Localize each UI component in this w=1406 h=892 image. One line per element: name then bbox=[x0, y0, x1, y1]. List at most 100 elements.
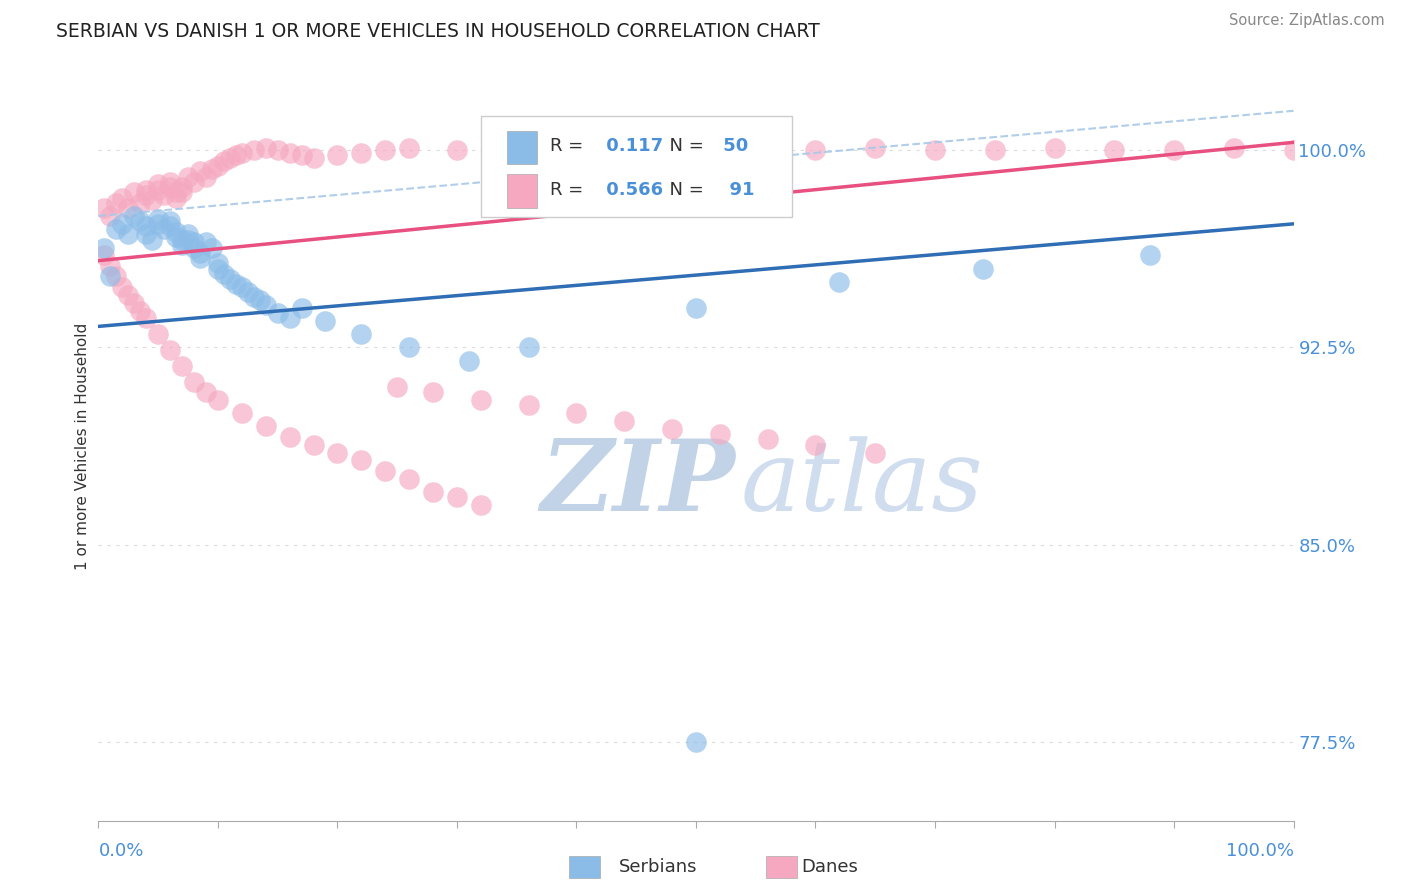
Point bbox=[124, 186, 146, 200]
Point bbox=[124, 295, 146, 310]
Point bbox=[93, 248, 115, 262]
Point bbox=[111, 190, 134, 204]
Point bbox=[924, 143, 946, 157]
Point bbox=[278, 430, 301, 444]
Point bbox=[278, 145, 301, 160]
Point bbox=[984, 143, 1007, 157]
Point bbox=[177, 227, 200, 242]
Point bbox=[183, 235, 205, 250]
Point bbox=[1163, 143, 1185, 157]
Point bbox=[141, 233, 163, 247]
Text: Danes: Danes bbox=[801, 858, 858, 876]
Point bbox=[685, 735, 707, 749]
Point bbox=[98, 269, 122, 284]
Point bbox=[231, 280, 253, 294]
Point bbox=[1104, 143, 1126, 157]
Point bbox=[135, 227, 157, 242]
Point bbox=[385, 380, 409, 394]
Point bbox=[865, 140, 887, 154]
Point bbox=[129, 214, 152, 228]
Text: 50: 50 bbox=[717, 137, 749, 155]
Point bbox=[93, 240, 115, 254]
Point bbox=[249, 293, 271, 307]
Point bbox=[195, 385, 218, 400]
Point bbox=[207, 392, 229, 407]
Point bbox=[207, 256, 229, 270]
FancyBboxPatch shape bbox=[481, 116, 792, 218]
Point bbox=[183, 175, 205, 189]
Point bbox=[422, 485, 444, 500]
Point bbox=[153, 188, 176, 202]
Point bbox=[398, 472, 420, 486]
Point bbox=[159, 219, 181, 234]
Point bbox=[183, 240, 205, 254]
Point bbox=[1282, 143, 1305, 157]
Point bbox=[172, 238, 194, 252]
Point bbox=[350, 453, 373, 467]
Point bbox=[165, 190, 187, 204]
Point bbox=[302, 151, 325, 165]
Point bbox=[243, 290, 266, 304]
Point bbox=[709, 427, 731, 442]
Text: atlas: atlas bbox=[740, 436, 983, 531]
Point bbox=[207, 159, 229, 173]
Text: N =: N = bbox=[658, 137, 709, 155]
Point bbox=[804, 143, 827, 157]
Point bbox=[446, 143, 468, 157]
Point bbox=[446, 490, 468, 504]
Point bbox=[685, 143, 707, 157]
Point bbox=[374, 464, 396, 478]
Point bbox=[159, 180, 181, 194]
Text: Serbians: Serbians bbox=[619, 858, 697, 876]
Text: 0.566: 0.566 bbox=[600, 180, 664, 199]
Point bbox=[398, 140, 420, 154]
Point bbox=[172, 233, 194, 247]
Point bbox=[254, 419, 277, 434]
Point bbox=[565, 406, 588, 420]
Text: 91: 91 bbox=[717, 180, 755, 199]
Text: Source: ZipAtlas.com: Source: ZipAtlas.com bbox=[1229, 13, 1385, 29]
Point bbox=[350, 327, 373, 342]
Point bbox=[148, 178, 170, 192]
Point bbox=[350, 145, 373, 160]
Point bbox=[326, 148, 349, 162]
Point bbox=[243, 143, 266, 157]
Point bbox=[225, 277, 247, 292]
Point bbox=[626, 140, 648, 154]
Point bbox=[93, 201, 115, 215]
Y-axis label: 1 or more Vehicles in Household: 1 or more Vehicles in Household bbox=[75, 322, 90, 570]
Point bbox=[148, 327, 170, 342]
Text: R =: R = bbox=[550, 180, 589, 199]
Point bbox=[188, 245, 211, 260]
Point bbox=[201, 240, 224, 254]
Point bbox=[159, 214, 181, 228]
Point bbox=[231, 406, 253, 420]
Point bbox=[117, 227, 139, 242]
Point bbox=[291, 148, 314, 162]
Point bbox=[374, 143, 396, 157]
Point bbox=[153, 222, 176, 236]
Point bbox=[1223, 140, 1246, 154]
Point bbox=[165, 230, 187, 244]
Point bbox=[745, 145, 768, 160]
Point bbox=[291, 301, 314, 315]
Point bbox=[422, 385, 444, 400]
Point bbox=[565, 143, 588, 157]
Point bbox=[135, 183, 157, 197]
Point bbox=[828, 275, 851, 289]
Bar bbox=[508, 131, 537, 164]
Point bbox=[188, 164, 211, 178]
Point bbox=[172, 359, 194, 373]
Point bbox=[661, 422, 683, 436]
Point bbox=[865, 445, 887, 459]
Point bbox=[135, 219, 157, 234]
Point bbox=[111, 217, 134, 231]
Point bbox=[267, 143, 290, 157]
Text: N =: N = bbox=[658, 180, 709, 199]
Point bbox=[1043, 140, 1066, 154]
Point bbox=[804, 438, 827, 452]
Point bbox=[506, 145, 529, 160]
Point bbox=[148, 211, 170, 226]
Point bbox=[219, 151, 242, 165]
Point bbox=[117, 201, 139, 215]
